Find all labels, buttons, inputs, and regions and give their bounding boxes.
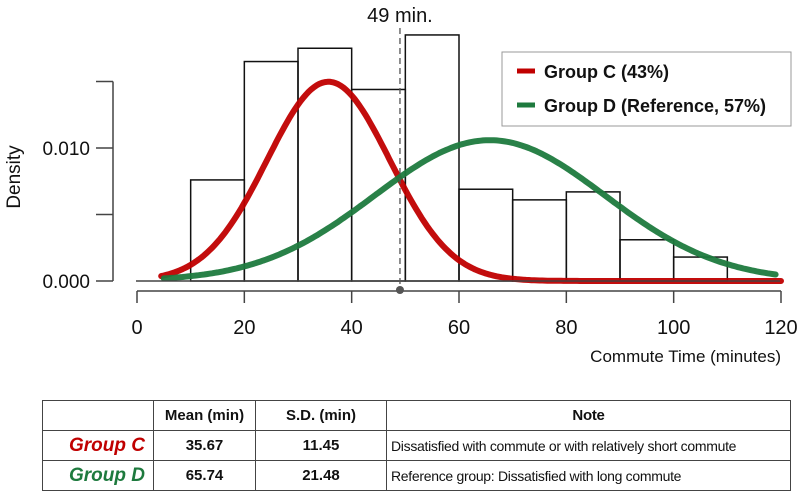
row-mean: 65.74 xyxy=(153,460,256,491)
header-sd: S.D. (min) xyxy=(255,400,387,431)
table-header-row: Mean (min) S.D. (min) Note xyxy=(42,400,791,431)
histogram-bar xyxy=(350,88,407,282)
y-tick-label: 0.000 xyxy=(42,272,90,293)
legend: Group C (43%) Group D (Reference, 57%) xyxy=(501,51,792,127)
table-row: Group D 65.74 21.48 Reference group: Dis… xyxy=(42,460,791,491)
density-curve-group-d xyxy=(160,137,779,282)
annotation-label: 49 min. xyxy=(367,5,433,27)
header-empty xyxy=(42,400,154,431)
summary-table: Mean (min) S.D. (min) Note Group C 35.67… xyxy=(42,400,791,491)
density-histogram-chart: 0.000 0.010 0 20 40 60 80 100 120 49 min. Densi… xyxy=(4,5,798,366)
x-axis-label: Commute Time (minutes) xyxy=(590,347,781,366)
x-tick-label: 60 xyxy=(448,317,470,339)
legend-label-group-d: Group D (Reference, 57%) xyxy=(544,96,766,116)
y-tick-label: 0.010 xyxy=(42,139,90,160)
legend-box xyxy=(501,51,792,127)
x-tick-label: 100 xyxy=(657,317,690,339)
x-tick-label: 80 xyxy=(555,317,577,339)
row-mean: 35.67 xyxy=(153,430,256,461)
x-tick-label: 40 xyxy=(341,317,363,339)
annotation-marker xyxy=(395,286,404,294)
row-note: Reference group: Dissatisfied with long … xyxy=(386,460,791,491)
header-note: Note xyxy=(386,400,791,431)
x-axis: 0 20 40 60 80 100 120 xyxy=(131,290,798,339)
x-tick-label: 20 xyxy=(233,317,255,339)
header-mean: Mean (min) xyxy=(153,400,256,431)
y-axis-label: Density xyxy=(4,145,25,209)
row-group-label: Group C xyxy=(42,430,154,461)
y-axis: 0.000 0.010 xyxy=(42,80,114,293)
histogram-bar xyxy=(511,199,568,282)
row-sd: 21.48 xyxy=(255,460,387,491)
histogram-bar xyxy=(619,239,675,282)
row-group-label: Group D xyxy=(42,460,154,491)
histogram-bar xyxy=(565,191,621,282)
row-note: Dissatisfied with commute or with relati… xyxy=(386,430,791,461)
legend-label-group-c: Group C (43%) xyxy=(544,62,669,82)
x-tick-label: 120 xyxy=(764,317,797,339)
row-sd: 11.45 xyxy=(255,430,387,461)
x-tick-label: 0 xyxy=(131,317,142,339)
table-row: Group C 35.67 11.45 Dissatisfied with co… xyxy=(42,430,791,461)
